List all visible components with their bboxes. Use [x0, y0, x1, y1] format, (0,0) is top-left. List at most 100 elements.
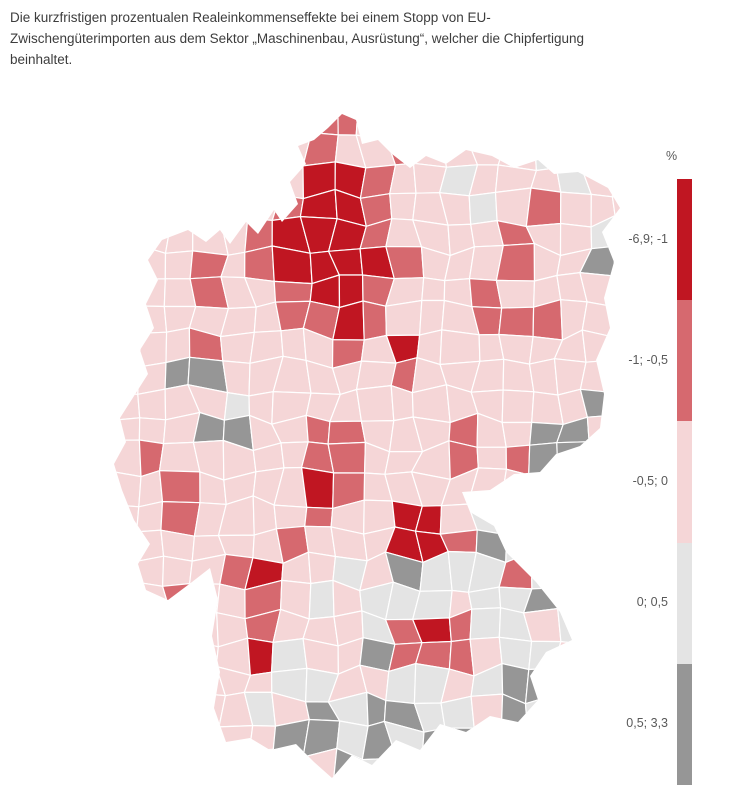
district-cell [138, 331, 168, 368]
legend-label: 0,5; 3,3 [626, 716, 668, 730]
district-cell [496, 747, 533, 778]
district-cell [586, 414, 620, 453]
district-cell [636, 164, 670, 200]
district-cell [442, 747, 481, 778]
district-cell [389, 192, 417, 221]
district-cell [500, 501, 535, 536]
district-cell [580, 749, 620, 778]
district-cell [114, 278, 143, 313]
district-cell [559, 191, 592, 228]
district-cell [162, 784, 194, 799]
district-cell [161, 555, 193, 587]
district-cell [552, 667, 585, 696]
district-cell [300, 466, 335, 510]
district-cell [355, 114, 388, 141]
district-cell [607, 749, 620, 778]
district-cell [441, 141, 479, 168]
district-cell [114, 469, 142, 508]
legend-label: -6,9; -1 [628, 232, 668, 246]
district-cell [476, 446, 508, 470]
district-cell [138, 417, 167, 445]
district-cell [469, 607, 502, 640]
district-cell [610, 500, 620, 534]
district-cell [164, 250, 194, 280]
district-cell [470, 693, 504, 730]
legend-bar-segment [677, 663, 692, 786]
district-cell [248, 114, 280, 139]
district-cell [495, 242, 536, 282]
district-cell [114, 551, 141, 584]
district-cell [580, 781, 621, 798]
district-cell [421, 277, 446, 302]
district-cell [248, 724, 277, 752]
district-cell [197, 641, 219, 676]
district-cell [383, 114, 421, 141]
district-cell [246, 637, 274, 676]
district-cell [222, 360, 251, 397]
district-cell [132, 726, 171, 761]
legend-label: -1; -0,5 [628, 353, 668, 367]
district-cell [640, 501, 671, 534]
district-cell [114, 417, 141, 442]
district-cell [640, 668, 671, 696]
district-cell [494, 187, 532, 228]
district-cell [273, 775, 309, 778]
district-cell [645, 110, 670, 144]
legend-color-bar [677, 179, 692, 786]
district-cell [612, 786, 645, 798]
district-cell [418, 755, 451, 778]
district-cell [159, 668, 201, 705]
district-cell [638, 391, 670, 424]
district-cell [168, 192, 195, 224]
district-cell [270, 114, 313, 136]
district-cell [158, 470, 201, 504]
district-cell [533, 133, 558, 172]
district-cell [243, 775, 286, 778]
district-cell [135, 163, 171, 201]
district-cell [110, 783, 144, 798]
district-cell [159, 641, 201, 676]
district-cell [188, 692, 227, 733]
district-cell [114, 694, 143, 729]
district-cell [637, 415, 670, 452]
district-cell [611, 163, 620, 201]
district-cell [610, 551, 620, 589]
district-cell [114, 220, 140, 250]
district-cell [646, 612, 670, 644]
district-cell [114, 162, 139, 201]
district-cell [165, 327, 191, 364]
district-cell [467, 114, 508, 143]
district-cell [498, 306, 535, 338]
district-cell [615, 667, 620, 706]
district-cell [307, 551, 337, 585]
district-cell [501, 421, 533, 448]
district-cell [217, 724, 254, 752]
district-cell [641, 786, 670, 798]
district-cell [163, 613, 200, 644]
district-cell [219, 189, 256, 220]
district-cell [302, 131, 339, 167]
district-cell [333, 784, 366, 798]
district-cell [553, 133, 582, 169]
district-cell [244, 245, 275, 283]
district-cell [557, 607, 592, 646]
district-cell [135, 640, 166, 677]
district-cell [188, 582, 221, 619]
district-cell [114, 523, 138, 563]
district-cell [217, 131, 256, 170]
district-cell [533, 501, 560, 536]
district-cell [473, 727, 503, 749]
district-cell [496, 775, 533, 778]
district-cell [412, 138, 448, 168]
district-cell [612, 636, 620, 671]
district-cell [306, 114, 339, 136]
district-cell [275, 165, 305, 200]
district-cell [138, 613, 172, 644]
legend-bar-segment [677, 179, 692, 301]
figure-title-line: Die kurzfristigen prozentualen Realeinko… [10, 10, 491, 25]
district-cell [533, 114, 560, 137]
district-cell [421, 727, 451, 761]
district-cell [219, 777, 251, 778]
district-cell [442, 777, 481, 778]
district-cell [161, 133, 197, 165]
